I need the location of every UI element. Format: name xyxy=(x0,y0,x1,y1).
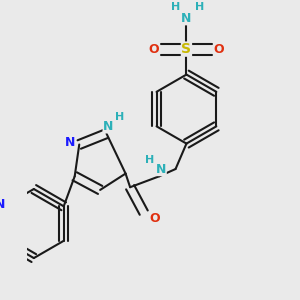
Text: H: H xyxy=(115,112,124,122)
Text: O: O xyxy=(149,212,160,225)
Text: H: H xyxy=(194,2,204,12)
Text: N: N xyxy=(65,136,75,149)
Text: N: N xyxy=(103,120,113,133)
Text: O: O xyxy=(214,43,224,56)
Text: N: N xyxy=(0,198,5,211)
Text: N: N xyxy=(156,163,166,176)
Text: S: S xyxy=(182,42,191,56)
Text: O: O xyxy=(148,43,159,56)
Text: N: N xyxy=(181,12,192,25)
Text: H: H xyxy=(171,2,180,12)
Text: H: H xyxy=(146,155,155,165)
